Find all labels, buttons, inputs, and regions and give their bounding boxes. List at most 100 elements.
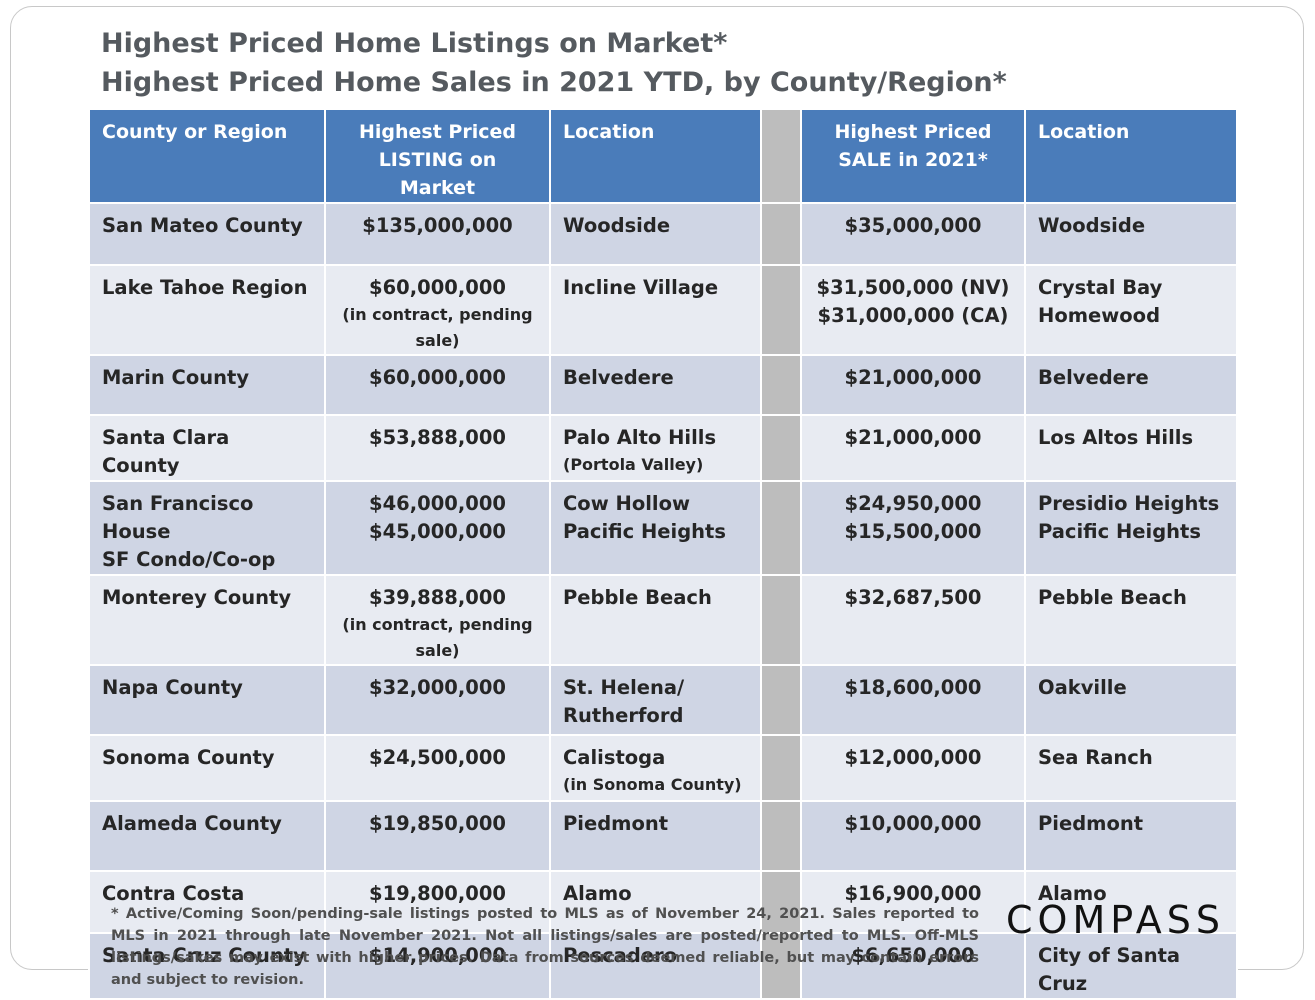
cell-region-text: Lake Tahoe Region [102, 276, 308, 299]
cell-region: San Mateo County [88, 202, 326, 266]
cell-listing-location: St. Helena/Rutherford [549, 664, 762, 736]
cell-sale-location: Belvedere [1024, 354, 1238, 416]
cell-listing-price-text: $45,000,000 [369, 520, 506, 543]
cell-sale-location-text: Alamo [1038, 882, 1107, 905]
table-row: Marin County $60,000,000 Belvedere $21,000,… [88, 354, 1238, 416]
column-separator [760, 870, 802, 934]
cell-sale-location-text: Piedmont [1038, 812, 1144, 835]
table-row: San Francisco House SF Condo/Co-op $46,000… [88, 480, 1238, 576]
column-separator [760, 480, 802, 576]
column-separator [760, 734, 802, 802]
column-separator [760, 264, 802, 356]
cell-sale-location-text: Woodside [1038, 214, 1146, 237]
cell-region: San Francisco House SF Condo/Co-op [88, 480, 326, 576]
column-separator [760, 414, 802, 482]
cell-region: Napa County [88, 664, 326, 736]
cell-listing-price: $53,888,000 [324, 414, 551, 482]
cell-region-text: Monterey County [102, 586, 292, 609]
cell-sale-location-text: Pacific Heights [1038, 520, 1201, 543]
cell-listing-price: $19,800,000 [324, 870, 551, 934]
header-listing-line1: Highest Priced [359, 121, 516, 143]
cell-listing-location-note: (in Sonoma County) [563, 775, 742, 794]
cell-listing-price-text: $60,000,000 [369, 276, 506, 299]
cell-sale-price-text: $31,000,000 (CA) [817, 304, 1009, 327]
table-row: Monterey County $39,888,000 (in contract, … [88, 574, 1238, 666]
cell-listing-location: Calistoga (in Sonoma County) [549, 734, 762, 802]
cell-sale-price-text: $18,600,000 [844, 676, 982, 699]
cell-sale-price: $18,600,000 [800, 664, 1026, 736]
compass-logo: COMPASS [1006, 898, 1225, 942]
cell-listing-price: $60,000,000 (in contract, pending sale) [324, 264, 551, 356]
cell-listing-price: $19,850,000 [324, 800, 551, 872]
cell-listing-price: $135,000,000 [324, 202, 551, 266]
cell-sale-location-text: Sea Ranch [1038, 746, 1153, 769]
cell-sale-location: Crystal Bay Homewood [1024, 264, 1238, 356]
cell-listing-price: $24,500,000 [324, 734, 551, 802]
cell-region-text: Contra Costa [102, 882, 245, 905]
cell-sale-price-text: $15,500,000 [844, 520, 982, 543]
cell-listing-price-text: $19,850,000 [369, 812, 506, 835]
cell-sale-location-text: Belvedere [1038, 366, 1149, 389]
cell-region-text: Alameda County [102, 812, 282, 835]
column-separator [760, 664, 802, 736]
cell-sale-price-text: $12,000,000 [844, 746, 982, 769]
cell-listing-price-text: $32,000,000 [369, 676, 506, 699]
cell-sale-price-text: $21,000,000 [844, 366, 982, 389]
slide-title: Highest Priced Home Listings on Market* … [101, 24, 1007, 102]
cell-region: Marin County [88, 354, 326, 416]
cell-sale-location-text: Homewood [1038, 304, 1161, 327]
cell-listing-location-text: Pebble Beach [563, 586, 712, 609]
cell-sale-location-text: Crystal Bay [1038, 276, 1163, 299]
cell-region-text: SF Condo/Co-op [102, 548, 276, 571]
cell-region-text: Santa Cruz County [102, 944, 306, 967]
cell-sale-price: $16,900,000 [800, 870, 1026, 934]
cell-listing-price: $60,000,000 [324, 354, 551, 416]
cell-region: Monterey County [88, 574, 326, 666]
cell-sale-location: Los Altos Hills [1024, 414, 1238, 482]
cell-sale-location-text: Los Altos Hills [1038, 426, 1194, 449]
cell-sale-location: Oakville [1024, 664, 1238, 736]
cell-sale-location-text: Oakville [1038, 676, 1127, 699]
price-table: County or Region Highest Priced LISTING … [88, 108, 1238, 1000]
cell-sale-price-text: $21,000,000 [844, 426, 982, 449]
table-row: Sonoma County $24,500,000 Calistoga (in Son… [88, 734, 1238, 802]
cell-listing-location-text: St. Helena/ [563, 676, 685, 699]
cell-sale-location-text: Presidio Heights [1038, 492, 1220, 515]
cell-region-text: San Francisco House [102, 492, 254, 543]
cell-listing-price-note: (in contract, pending sale) [342, 615, 533, 660]
table-row: Lake Tahoe Region $60,000,000 (in contract… [88, 264, 1238, 356]
cell-sale-price: $35,000,000 [800, 202, 1026, 266]
cell-listing-price-text: $60,000,000 [369, 366, 506, 389]
header-row: County or Region Highest Priced LISTING … [88, 108, 1238, 204]
cell-sale-price: $31,500,000 (NV) $31,000,000 (CA) [800, 264, 1026, 356]
header-sale-line2: SALE in 2021* [838, 149, 988, 171]
cell-listing-price-text: $24,500,000 [369, 746, 506, 769]
cell-sale-price-text: $32,687,500 [844, 586, 982, 609]
title-line-1: Highest Priced Home Listings on Market* [101, 28, 728, 59]
cell-listing-location: Piedmont [549, 800, 762, 872]
cell-region: Sonoma County [88, 734, 326, 802]
table-row: Alameda County $19,850,000 Piedmont $10,000… [88, 800, 1238, 872]
cell-sale-location-text: City of Santa Cruz [1038, 944, 1181, 995]
header-location-listing: Location [549, 108, 762, 204]
header-listing-line2: LISTING on Market [378, 149, 497, 199]
cell-region-text: Sonoma County [102, 746, 275, 769]
cell-listing-location-text: Incline Village [563, 276, 719, 299]
cell-sale-price: $24,950,000 $15,500,000 [800, 480, 1026, 576]
cell-listing-price-text: $19,800,000 [369, 882, 506, 905]
cell-listing-price: $32,000,000 [324, 664, 551, 736]
header-sale-line1: Highest Priced [834, 121, 992, 143]
column-separator [760, 354, 802, 416]
cell-sale-price: $21,000,000 [800, 414, 1026, 482]
cell-sale-price-text: $16,900,000 [844, 882, 982, 905]
cell-listing-location: Cow Hollow Pacific Heights [549, 480, 762, 576]
table-row: Napa County $32,000,000 St. Helena/Rutherf… [88, 664, 1238, 736]
cell-sale-location: Pebble Beach [1024, 574, 1238, 666]
cell-sale-location: Alamo [1024, 870, 1238, 934]
table-row: Santa Clara County $53,888,000 Palo Alto H… [88, 414, 1238, 482]
header-sale: Highest Priced SALE in 2021* [800, 108, 1026, 204]
cell-region-text: Marin County [102, 366, 250, 389]
cell-region: Contra Costa [88, 870, 326, 934]
cell-listing-location-text: Woodside [563, 214, 671, 237]
cell-listing-location: Alamo [549, 870, 762, 934]
